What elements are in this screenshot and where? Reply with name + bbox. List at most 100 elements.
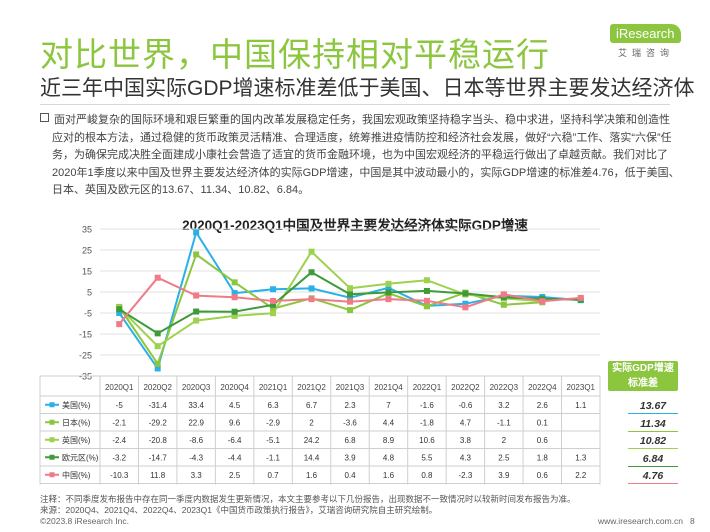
data-point [423,303,430,310]
legend-label: 英国(%) [62,435,91,445]
std-value: 10.82 [628,434,678,449]
x-tick-label: 2022Q1 [413,383,442,392]
table-cell: 6.3 [268,401,280,410]
source-text: 来源：2020Q4、2021Q4、2022Q4、2023Q1《中国货币政策执行报… [40,505,438,515]
table-cell: 5.5 [421,453,433,462]
table-cell: 1.6 [383,471,395,480]
table-cell: 7 [386,401,391,410]
table-cell: 3.9 [344,453,356,462]
website-link[interactable]: www.iresearch.com.cn [598,516,684,526]
table-cell: -0.6 [458,401,472,410]
table-cell: -31.4 [149,401,168,410]
table-cell: 0.8 [421,471,433,480]
x-tick-label: 2023Q1 [567,383,596,392]
page-subtitle: 近三年中国实际GDP增速标准差低于美国、日本等世界主要发达经济体 [40,77,695,100]
table-cell: -2.3 [458,471,472,480]
table-cell: 8.9 [383,436,395,445]
iresearch-logo: iResearch 艾瑞咨询 [610,24,692,59]
data-point [385,289,392,296]
table-cell: 2 [309,418,314,427]
table-cell: 1.1 [575,401,587,410]
table-cell: 4.7 [460,418,472,427]
data-point [231,279,238,286]
table-cell: 11.8 [150,471,166,480]
data-point [154,365,161,372]
y-tick-label: 15 [82,267,92,277]
std-value: 4.76 [628,469,678,484]
table-cell: -5.1 [266,436,280,445]
table-cell: 0.4 [344,471,356,480]
body-text: 面对严峻复杂的国际环境和艰巨繁重的国内改革发展稳定任务，我国宏观政策坚持稳字当头… [52,114,680,196]
page-title: 对比世界，中国保持相对平稳运行 [40,36,550,73]
std-value: 13.67 [628,399,678,414]
data-point [231,290,238,297]
table-cell: -1.6 [420,401,434,410]
y-tick-label: 35 [82,225,92,235]
table-cell: -2.4 [112,436,126,445]
data-point [423,277,430,284]
table-cell: 9.6 [229,418,241,427]
y-tick-label: 5 [87,288,92,298]
table-cell: 2.5 [229,471,241,480]
table-cell: 6.8 [344,436,356,445]
table-cell: -10.3 [110,471,129,480]
legend-swatch-marker [49,402,55,408]
table-cell: 4.3 [460,453,472,462]
table-cell: 2.5 [498,453,510,462]
table-cell: 2.6 [537,401,549,410]
data-point [462,300,469,307]
body-paragraph: 面对严峻复杂的国际环境和艰巨繁重的国内改革发展稳定任务，我国宏观政策坚持稳字当头… [40,112,680,200]
table-cell: -8.6 [189,436,203,445]
data-point [116,321,123,328]
data-point [270,301,277,308]
table-cell: -4.4 [228,453,242,462]
x-tick-label: 2020Q2 [143,383,172,392]
x-tick-label: 2020Q1 [105,383,134,392]
y-tick-label: -15 [79,330,92,340]
table-cell: -14.7 [149,453,168,462]
data-point [231,312,238,319]
legend-label: 欧元区(%) [62,452,99,462]
data-point [462,304,469,311]
data-point [116,306,123,313]
series-line-2 [118,250,543,348]
data-point [193,229,200,236]
data-point [154,343,161,350]
table-cell: -1.1 [497,418,511,427]
table-cell: -3.2 [112,453,126,462]
table-cell: 14.4 [304,453,320,462]
data-point [193,317,200,324]
table-cell: -4.3 [189,453,203,462]
table-cell: -1.8 [420,418,434,427]
data-point [347,291,353,298]
table-cell: 3.8 [460,436,472,445]
x-tick-label: 2021Q1 [259,383,288,392]
legend-swatch-marker [49,419,55,425]
data-point [116,310,123,316]
table-cell: 1.3 [575,453,587,462]
legend-swatch-marker [49,454,55,460]
x-tick-label: 2022Q3 [490,383,519,392]
table-cell: 0.7 [268,471,280,480]
table-cell: 1.8 [537,453,549,462]
table-cell: 4.8 [383,453,395,462]
y-tick-label: -5 [84,309,92,319]
legend-label: 日本(%) [62,417,91,427]
data-point [193,292,200,299]
data-point [231,294,238,301]
table-cell: -29.2 [149,418,168,427]
data-point [270,298,277,305]
table-cell: 10.6 [419,436,435,445]
data-point [347,307,353,314]
data-point [193,251,200,258]
legend-swatch-marker [49,437,55,443]
table-cell: -2.9 [266,418,280,427]
table-cell: 24.2 [304,436,320,445]
x-tick-label: 2022Q4 [528,383,557,392]
table-cell: 0.6 [537,471,549,480]
std-value: 11.34 [628,417,678,432]
data-point [308,285,315,292]
std-header: 实际GDP增速标准差 [608,361,678,391]
divider [40,104,670,105]
